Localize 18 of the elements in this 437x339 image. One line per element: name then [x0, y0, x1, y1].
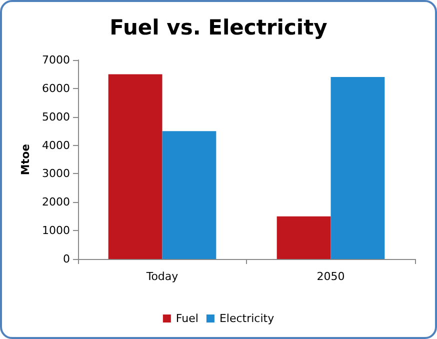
y-axis-title: Mtoe [19, 144, 32, 176]
chart-title: Fuel vs. Electricity [110, 16, 328, 40]
legend-label: Fuel [176, 312, 198, 325]
y-tick-label: 2000 [42, 196, 70, 209]
y-tick-label: 7000 [42, 54, 70, 66]
x-tick-label: Today [145, 270, 179, 283]
bar [108, 74, 162, 259]
bar [162, 131, 216, 259]
y-tick-label: 6000 [42, 82, 70, 95]
bar [276, 216, 331, 259]
y-tick-label: 5000 [42, 110, 70, 124]
bar [330, 77, 385, 259]
y-tick-label: 4000 [42, 138, 70, 152]
legend-label: Electricity [219, 312, 275, 325]
y-tick-label: 0 [63, 252, 70, 266]
y-tick-label: 3000 [42, 167, 70, 180]
y-tick-label: 1000 [42, 224, 70, 238]
x-tick-label: 2050 [316, 270, 345, 283]
